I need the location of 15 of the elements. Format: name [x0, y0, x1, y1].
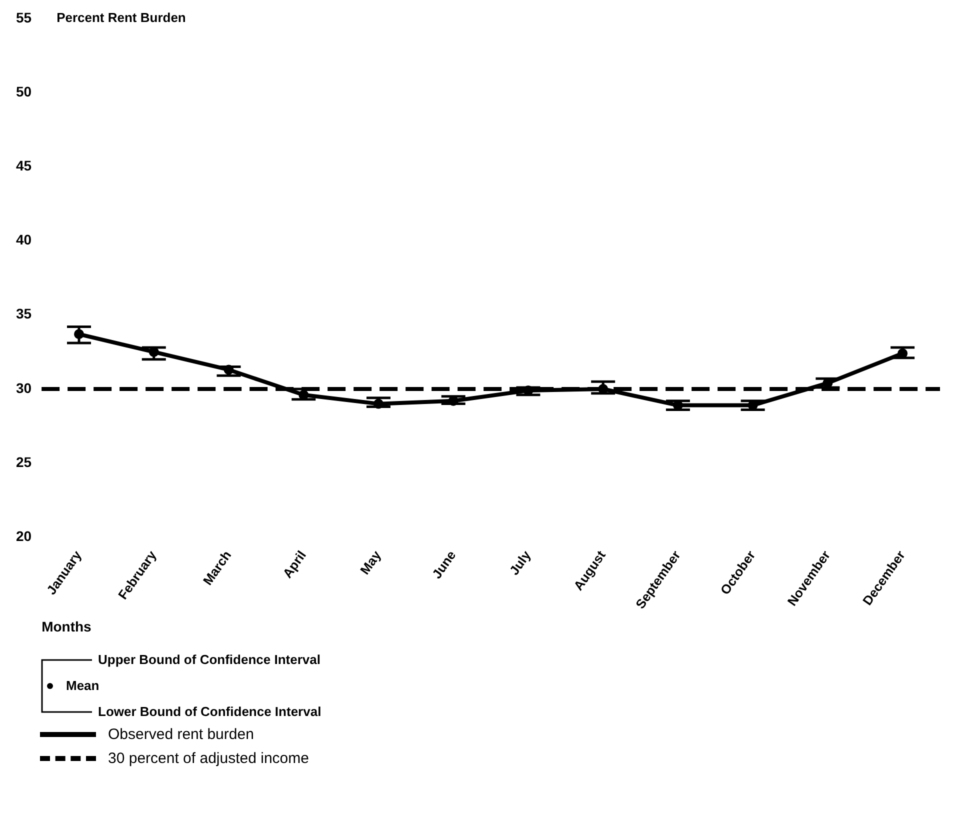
- y-tick-label: 35: [16, 306, 32, 322]
- text: Mean: [66, 678, 100, 693]
- y-tick-label: 55: [16, 9, 32, 26]
- y-tick-label: 30: [16, 380, 32, 396]
- y-tick-label: 50: [16, 83, 32, 100]
- legend-label: 30 percent of adjusted income: [108, 750, 309, 766]
- y-axis-title: Percent Rent Burden: [56, 10, 186, 25]
- x-axis-title: Months: [42, 618, 92, 634]
- y-tick-label: 20: [16, 528, 32, 544]
- y-tick-label: 45: [16, 157, 32, 174]
- text: Lower Bound of Confidence Interval: [98, 704, 322, 719]
- legend-label: Observed rent burden: [108, 726, 254, 742]
- y-tick-label: 25: [16, 454, 32, 470]
- text: Upper Bound of Confidence Interval: [98, 652, 320, 667]
- y-tick-label: 40: [16, 232, 32, 248]
